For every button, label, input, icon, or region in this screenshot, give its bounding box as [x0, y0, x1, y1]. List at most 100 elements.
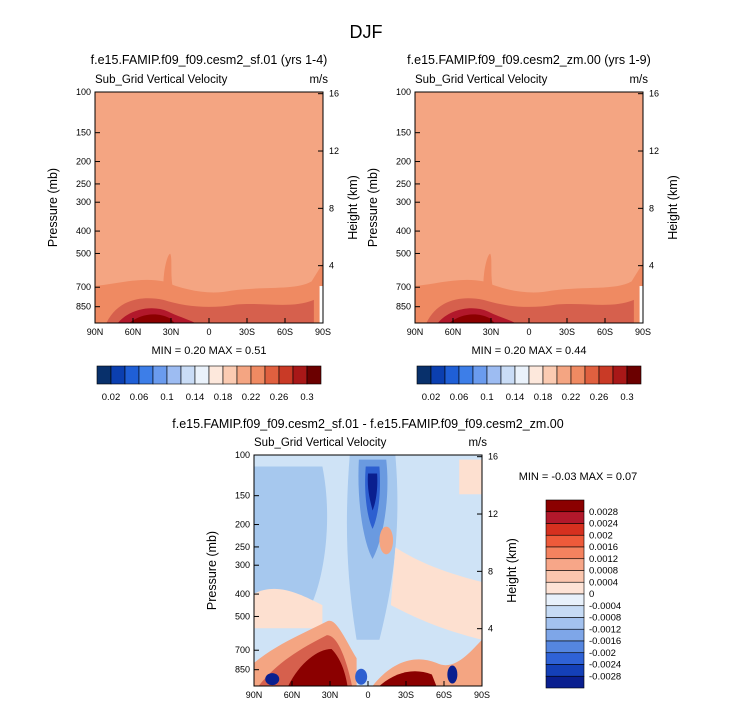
colorbar-box — [570, 365, 586, 385]
y-tick-label: 700 — [235, 645, 250, 655]
contour-band — [129, 314, 175, 323]
y2-tick-label: 8 — [488, 566, 493, 576]
x-tick-label: 0 — [526, 327, 531, 337]
x-tick-label: 60N — [125, 327, 142, 337]
colorbar-box — [542, 365, 558, 385]
colorbar-label: 0.0024 — [589, 519, 618, 530]
x-tick-label: 90N — [87, 327, 104, 337]
colorbar-label: -0.0028 — [589, 671, 621, 682]
field-label: Sub_Grid Vertical Velocity — [95, 74, 228, 86]
colorbar-box — [598, 365, 614, 385]
contour-band — [163, 253, 173, 287]
y2-axis-title: Height (km) — [505, 538, 519, 603]
colorbar-label: 0.14 — [186, 392, 205, 403]
y-tick-label: 150 — [235, 491, 250, 501]
colorbar-box — [124, 365, 140, 385]
y2-tick-label: 8 — [329, 203, 334, 213]
colorbar-box — [545, 511, 585, 524]
colorbar-box — [208, 365, 224, 385]
field-label: Sub_Grid Vertical Velocity — [254, 437, 387, 449]
x-tick-label: 90N — [407, 327, 424, 337]
colorbar-label: 0.06 — [450, 392, 469, 403]
x-tick-label: 30S — [559, 327, 575, 337]
colorbar-box — [486, 365, 502, 385]
contour-band — [254, 588, 323, 629]
colorbar-label: 0.22 — [562, 392, 581, 403]
colorbar-box — [545, 652, 585, 665]
contour-band — [390, 547, 482, 640]
colorbar: 0.02 0.06 0.1 0.14 0.18 0.22 0.26 0.3 — [416, 365, 642, 403]
colorbar-box — [458, 365, 474, 385]
y2-tick-label: 12 — [649, 146, 659, 156]
figure-title: DJF — [350, 22, 383, 42]
colorbar-box — [166, 365, 182, 385]
x-tick-label: 60N — [284, 690, 301, 700]
colorbar-box — [545, 675, 585, 689]
colorbar-box — [222, 365, 238, 385]
colorbar-box — [545, 593, 585, 607]
y2-axis-title: Height (km) — [666, 175, 680, 240]
colorbar-box — [152, 365, 168, 385]
colorbar-box — [545, 640, 585, 654]
panel-panel_a: f.e15.FAMIP.f09_f09.cesm2_sf.01 (yrs 1-4… — [46, 53, 360, 403]
colorbar-box — [292, 365, 308, 385]
colorbar-box — [545, 581, 585, 595]
x-tick-label: 0 — [206, 327, 211, 337]
y-tick-label: 850 — [396, 302, 411, 312]
colorbar-label: 0.002 — [589, 530, 613, 541]
contour-band — [265, 673, 280, 686]
y-tick-label: 300 — [76, 197, 91, 207]
colorbar-box — [545, 664, 585, 677]
colorbar-label: 0.0008 — [589, 566, 618, 577]
y-tick-label: 100 — [396, 87, 411, 97]
colorbar-box — [264, 365, 280, 385]
contour-band — [254, 466, 328, 606]
x-tick-label: 60S — [597, 327, 613, 337]
missing-data — [319, 286, 323, 323]
colorbar-box — [138, 365, 154, 385]
colorbar-box — [472, 365, 488, 385]
colorbar-box — [514, 365, 530, 385]
colorbar-box — [194, 365, 210, 385]
y-tick-label: 200 — [76, 157, 91, 167]
colorbar-box — [545, 558, 585, 571]
colorbar-label: -0.0016 — [589, 636, 621, 647]
colorbar-box — [545, 546, 585, 560]
y-tick-label: 100 — [76, 87, 91, 97]
colorbar-box — [545, 628, 585, 642]
panel-title: f.e15.FAMIP.f09_f09.cesm2_sf.01 (yrs 1-4… — [91, 53, 328, 67]
panel-panel_diff: f.e15.FAMIP.f09_f09.cesm2_sf.01 - f.e15.… — [172, 417, 637, 700]
y2-tick-label: 12 — [488, 509, 498, 519]
x-tick-label: 90N — [246, 690, 263, 700]
y-axis-title: Pressure (mb) — [46, 168, 60, 247]
x-tick-label: 0 — [365, 690, 370, 700]
colorbar-label: 0.0016 — [589, 542, 618, 553]
x-tick-label: 30S — [398, 690, 414, 700]
contour-band — [379, 526, 394, 555]
x-tick-label: 60S — [436, 690, 452, 700]
colorbar-label: 0.18 — [214, 392, 233, 403]
colorbar-box — [500, 365, 516, 385]
colorbar-label: 0.3 — [300, 392, 313, 403]
colorbar-box — [612, 365, 628, 385]
colorbar-label: 0.3 — [620, 392, 633, 403]
y2-tick-label: 16 — [649, 89, 659, 99]
y2-axis-title: Height (km) — [346, 175, 360, 240]
x-tick-label: 60N — [445, 327, 462, 337]
y-tick-label: 500 — [235, 611, 250, 621]
y-tick-label: 400 — [235, 589, 250, 599]
colorbar-box — [416, 365, 432, 385]
colorbar-label: 0.0028 — [589, 507, 618, 518]
colorbar-label: 0.02 — [422, 392, 441, 403]
x-tick-label: 30N — [483, 327, 500, 337]
contour-band — [379, 671, 437, 686]
colorbar-label: 0 — [589, 589, 594, 600]
colorbar-label: 0.18 — [534, 392, 553, 403]
y-tick-label: 500 — [396, 248, 411, 258]
stats-label: MIN = -0.03 MAX = 0.07 — [519, 471, 638, 483]
colorbar-label: 0.0004 — [589, 577, 618, 588]
y-tick-label: 400 — [76, 226, 91, 236]
colorbar-label: 0.1 — [480, 392, 493, 403]
colorbar-box — [96, 365, 112, 385]
